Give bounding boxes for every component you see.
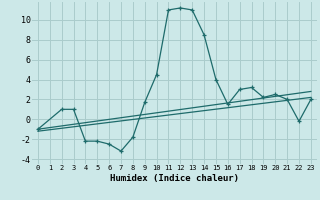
X-axis label: Humidex (Indice chaleur): Humidex (Indice chaleur) <box>110 174 239 183</box>
